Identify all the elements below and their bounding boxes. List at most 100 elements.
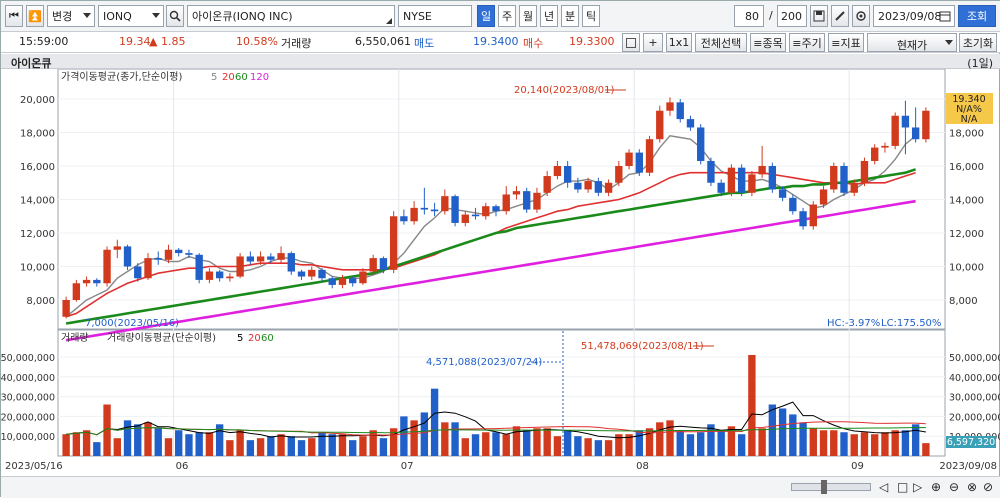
- candle-body: [911, 127, 920, 140]
- period-year[interactable]: 년: [540, 5, 558, 27]
- zoom-slider-handle[interactable]: [821, 480, 827, 494]
- volume-tick-right: 50,000,000: [949, 353, 1000, 364]
- candle-body: [584, 181, 592, 190]
- ask-label: 매도: [414, 37, 435, 50]
- query-button[interactable]: 조회: [958, 5, 996, 27]
- candle-body: [523, 191, 531, 210]
- chart-title-bar: 아이온큐 (1일): [1, 54, 1000, 70]
- volume-bar: [635, 430, 643, 456]
- volume-bar: [246, 440, 255, 456]
- price-tick-left: 14,000: [20, 196, 55, 207]
- date-value: 2023/09/08: [878, 9, 942, 23]
- change-label: 변경: [52, 10, 73, 23]
- candle-body: [727, 167, 736, 193]
- volume-bar: [297, 440, 306, 456]
- candle-body: [809, 204, 817, 227]
- checkbox-toggle[interactable]: [622, 33, 640, 52]
- candle-body: [369, 258, 377, 272]
- x-month-label: 08: [636, 461, 649, 472]
- period-week[interactable]: 주: [498, 5, 516, 27]
- volume-bar: [205, 432, 214, 456]
- candle-body: [645, 139, 654, 173]
- period-tick[interactable]: 틱: [582, 5, 600, 27]
- calendar-icon[interactable]: [939, 10, 951, 22]
- period-day[interactable]: 일: [477, 5, 495, 27]
- volume-tick-left: 10,000,000: [1, 432, 55, 443]
- pen-icon[interactable]: [831, 5, 849, 27]
- candle-body: [359, 271, 367, 284]
- volume-bar: [768, 404, 777, 456]
- volume-bar: [175, 430, 183, 456]
- code-input[interactable]: IONQ: [98, 5, 164, 27]
- current-price-dropdown[interactable]: 현재가: [867, 33, 957, 52]
- volume-bar: [256, 438, 265, 456]
- candle-body: [328, 278, 336, 285]
- price-tick-left: 16,000: [20, 162, 55, 173]
- candle-body: [349, 278, 357, 284]
- period-month[interactable]: 월: [519, 5, 537, 27]
- volume-bar: [441, 422, 449, 456]
- volume-tick-left: 30,000,000: [1, 393, 55, 404]
- reset-zoom-icon[interactable]: ⊘: [983, 480, 994, 494]
- candle-body: [287, 253, 295, 272]
- candle-body: [799, 211, 807, 227]
- scroll-left-icon[interactable]: ◁: [879, 480, 889, 494]
- volume-bar: [154, 428, 162, 456]
- scroll-right-icon[interactable]: ▷: [913, 480, 923, 494]
- candle-body: [543, 176, 551, 193]
- volume-tick-right: 20,000,000: [949, 412, 1000, 423]
- ratio-button[interactable]: 1x1: [666, 33, 692, 52]
- date-input[interactable]: 2023/09/08: [873, 5, 955, 27]
- volume-bar: [420, 412, 429, 456]
- current-volume-tag: [946, 436, 996, 448]
- volume-bar: [512, 426, 521, 456]
- candle-body: [389, 216, 398, 270]
- price-tick-right: 14,000: [949, 196, 984, 207]
- reset-button[interactable]: 초기화: [959, 33, 997, 52]
- indicator-button[interactable]: ≡지표: [828, 33, 864, 52]
- candle-body: [308, 269, 316, 277]
- item-button[interactable]: ≡종목: [750, 33, 786, 52]
- candle-body: [420, 207, 429, 210]
- stock-name-field[interactable]: 아이온큐(IONQ INC): [187, 5, 395, 27]
- zoom-in-icon[interactable]: ⊕: [931, 480, 942, 494]
- candle-body: [471, 214, 480, 217]
- change-dropdown[interactable]: 변경: [47, 5, 95, 27]
- settings-icon[interactable]: [852, 5, 870, 27]
- volume-bar: [359, 436, 367, 456]
- max-volume-label: 51,478,069(2023/08/11): [581, 341, 704, 352]
- period-minute[interactable]: 분: [561, 5, 579, 27]
- zoom-fit-icon[interactable]: ⊗: [967, 480, 978, 494]
- plus-button[interactable]: +: [643, 33, 663, 52]
- candle-body: [666, 102, 674, 111]
- zoom-slider[interactable]: [791, 483, 871, 491]
- stop-icon[interactable]: □: [897, 480, 909, 494]
- period-button[interactable]: ≡주기: [789, 33, 825, 52]
- quote-price: 19.34: [119, 35, 151, 48]
- zoom-out-icon[interactable]: ⊖: [949, 480, 960, 494]
- up-arrow-icon[interactable]: ⏫: [26, 5, 44, 27]
- volume-bar: [410, 420, 418, 456]
- candle-body: [635, 152, 643, 173]
- quote-volume: 6,550,061: [355, 35, 411, 48]
- volume-bar: [543, 428, 551, 456]
- price-ma-legend-60: 60: [235, 72, 248, 83]
- volume-legend-title: 거래량: [61, 332, 89, 344]
- lc-label: LC:175.50%: [881, 318, 941, 329]
- candle-body: [72, 283, 81, 300]
- price-ma-legend-120: 120: [250, 72, 269, 83]
- ask-value: 19.3400: [473, 35, 519, 48]
- volume-bar: [911, 424, 920, 456]
- select-all-button[interactable]: 전체선택: [695, 33, 747, 52]
- total-input[interactable]: 200: [777, 5, 807, 27]
- search-icon[interactable]: [166, 5, 184, 27]
- save-icon[interactable]: [810, 5, 828, 27]
- first-record-icon[interactable]: ⏮: [5, 5, 23, 27]
- volume-bar: [799, 422, 807, 456]
- x-end-label: 2023/09/08: [939, 461, 997, 472]
- stock-chart[interactable]: 8,000 8,000 10,000 10,000 12,000 12,000 14,000…: [1, 69, 1000, 476]
- count-input[interactable]: 80: [734, 5, 764, 27]
- current-price-tag-line: N/A: [961, 114, 978, 125]
- volume-ma-legend-60: 60: [261, 333, 274, 344]
- code-value: IONQ: [103, 9, 132, 23]
